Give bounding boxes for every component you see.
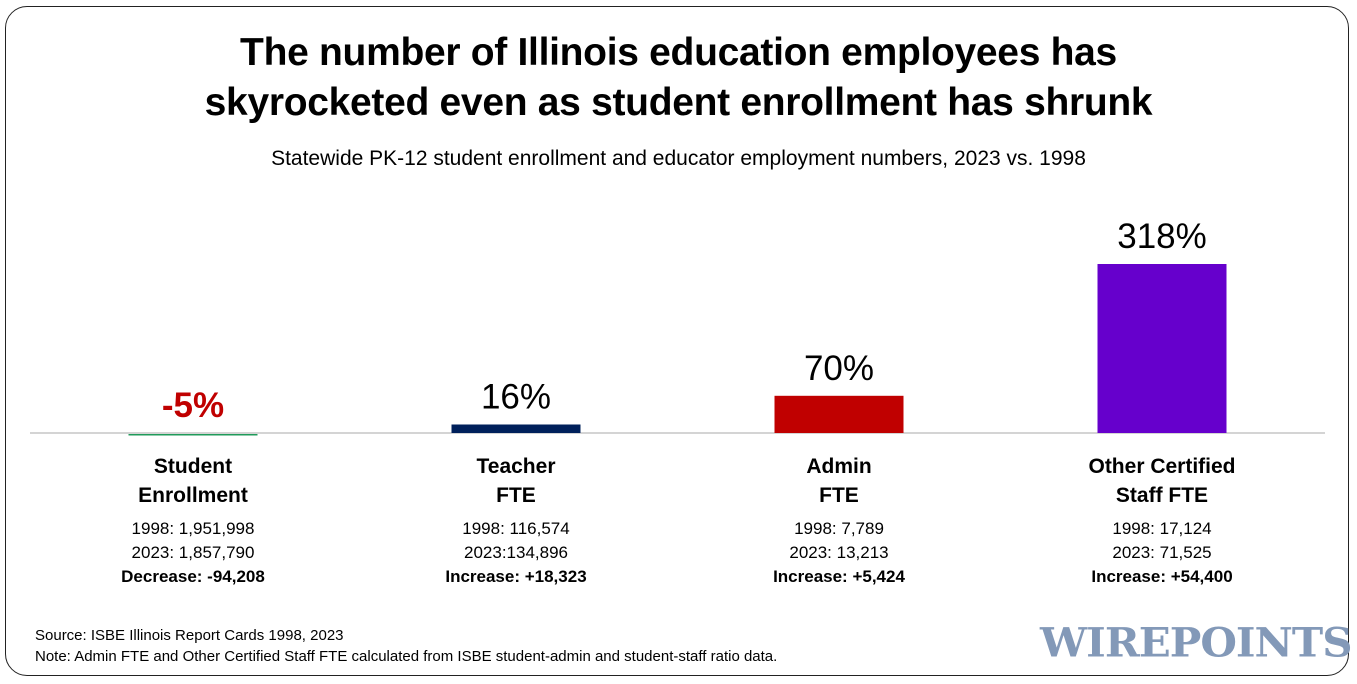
category-label: Admin FTE [806,455,872,507]
value-2023: 2023: 13,213 [789,543,889,562]
value-1998: 1998: 17,124 [1112,519,1212,538]
value-2023: 2023: 71,525 [1112,543,1212,562]
value-2023: 2023:134,896 [464,543,568,562]
method-note: Note: Admin FTE and Other Certified Staf… [35,648,778,665]
value-1998: 1998: 1,951,998 [131,519,255,538]
category-block-2: Admin FTE 1998: 7,789 2023: 13,213 Incre… [689,452,989,589]
change-value: Increase: +5,424 [773,567,905,586]
change-value: Decrease: -94,208 [121,567,265,586]
footnotes: Source: ISBE Illinois Report Cards 1998,… [35,625,777,667]
category-block-0: Student Enrollment 1998: 1,951,998 2023:… [43,452,343,589]
chart-frame [5,6,1349,676]
change-value: Increase: +54,400 [1091,567,1233,586]
chart-subtitle: Statewide PK-12 student enrollment and e… [271,147,1086,170]
data-label-1: 16% [481,377,551,416]
title-line-2: skyrocketed even as student enrollment h… [204,81,1153,124]
category-block-3: Other Certified Staff FTE 1998: 17,124 2… [1012,452,1312,589]
chart-title: The number of Illinois education employe… [0,28,1357,128]
change-value: Increase: +18,323 [445,567,587,586]
value-1998: 1998: 7,789 [794,519,884,538]
title-line-1: The number of Illinois education employe… [240,31,1117,74]
wirepoints-logo: WIREPOINTS [1040,619,1353,666]
source-note: Source: ISBE Illinois Report Cards 1998,… [35,627,344,644]
value-2023: 2023: 1,857,790 [131,543,255,562]
bar-1 [451,424,581,433]
category-block-1: Teacher FTE 1998: 116,574 2023:134,896 I… [366,452,666,589]
category-label: Student Enrollment [138,455,248,507]
category-label: Other Certified Staff FTE [1088,455,1236,507]
data-label-0: -5% [162,386,224,425]
category-label: Teacher FTE [476,455,556,507]
data-label-3: 318% [1117,217,1207,256]
bar-3 [1097,264,1227,433]
bar-0 [128,434,258,436]
bar-2 [774,395,904,433]
value-1998: 1998: 116,574 [462,519,570,538]
data-label-2: 70% [804,349,874,388]
